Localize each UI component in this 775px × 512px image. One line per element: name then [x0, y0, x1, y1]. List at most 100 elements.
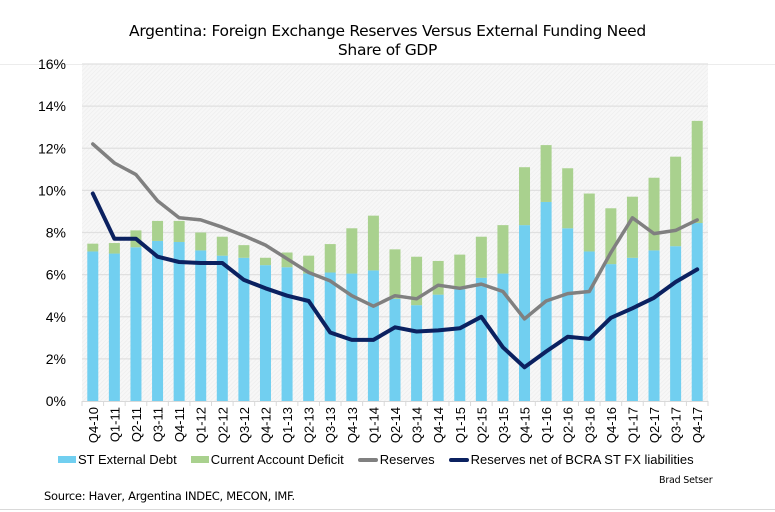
y-tick-label: 2% — [46, 351, 66, 367]
bar-current-account-deficit — [108, 243, 120, 254]
bar-st-external-debt — [670, 246, 682, 401]
legend-label: Reserves net of BCRA ST FX liabilities — [470, 452, 694, 467]
bar-current-account-deficit — [367, 215, 379, 271]
line-reserves — [91, 142, 699, 321]
chart-subtitle: Share of GDP — [337, 41, 438, 59]
y-tick-label: 4% — [46, 309, 66, 325]
bar-st-external-debt — [324, 272, 336, 401]
x-tick-label: Q3-15 — [496, 407, 511, 443]
x-tick-label: Q2-15 — [474, 407, 489, 443]
author-credit: Brad Setser — [659, 475, 713, 486]
x-tick-label: Q3-17 — [669, 407, 684, 443]
x-tick-label: Q2-12 — [215, 407, 230, 443]
x-tick-label: Q1-16 — [539, 407, 554, 443]
lines — [90, 142, 700, 370]
bar-st-external-debt — [216, 255, 228, 401]
bar-st-external-debt — [87, 251, 99, 401]
legend-label: ST External Debt — [78, 452, 177, 467]
bar-current-account-deficit — [432, 260, 444, 295]
legend-label: Reserves — [379, 452, 435, 467]
bar-st-external-debt — [152, 240, 164, 401]
x-tick-label: Q2-14 — [388, 407, 403, 443]
bar-st-external-debt — [475, 277, 487, 401]
bar-current-account-deficit — [562, 168, 574, 229]
legend: ST External Debt Current Account Deficit… — [58, 452, 708, 467]
bar-current-account-deficit — [152, 220, 164, 241]
bar-st-external-debt — [562, 228, 574, 401]
bar-current-account-deficit — [173, 220, 185, 242]
bar-current-account-deficit — [497, 225, 509, 274]
bar-st-external-debt — [454, 289, 466, 401]
bar-current-account-deficit — [475, 236, 487, 278]
x-tick-label: Q4-12 — [258, 407, 273, 443]
legend-item-reserves: Reserves — [357, 452, 435, 467]
bar-st-external-debt — [303, 273, 315, 401]
chart-title: Argentina: Foreign Exchange Reserves Ver… — [129, 22, 646, 40]
legend-swatch-st-external-debt — [58, 456, 76, 463]
bar-st-external-debt — [389, 298, 401, 401]
legend-item-st-external-debt: ST External Debt — [58, 452, 177, 467]
y-tick-label: 12% — [38, 140, 66, 156]
gridlines — [82, 63, 708, 360]
x-tick-label: Q4-15 — [518, 407, 533, 443]
x-tick-label: Q2-11 — [129, 407, 144, 442]
bar-st-external-debt — [691, 223, 703, 401]
bar-st-external-debt — [195, 250, 207, 401]
x-tick-label: Q4-16 — [604, 407, 619, 443]
bar-st-external-debt — [367, 270, 379, 401]
bar-current-account-deficit — [259, 257, 271, 266]
bar-current-account-deficit — [670, 156, 682, 247]
x-tick-label: Q4-14 — [431, 407, 446, 443]
bar-current-account-deficit — [238, 245, 250, 258]
legend-swatch-current-account-deficit — [190, 456, 209, 463]
bar-current-account-deficit — [87, 243, 99, 252]
x-tick-label: Q1-14 — [366, 407, 381, 443]
x-axis: Q4-10 Q1-11 Q2-11 Q3-11 Q4-11 Q1-12 Q2-12 Q3-12… — [81, 401, 709, 443]
chart-title-block: Argentina: Foreign Exchange Reserves Ver… — [0, 22, 775, 60]
bar-current-account-deficit — [691, 120, 703, 224]
x-tick-label: Q1-11 — [107, 407, 122, 442]
bar-st-external-debt — [281, 267, 293, 401]
legend-label: Current Account Deficit — [210, 452, 344, 467]
x-tick-label: Q4-17 — [690, 407, 705, 443]
y-tick-label: 16% — [38, 56, 66, 72]
line-reserves-net — [90, 191, 700, 370]
bar-st-external-debt — [583, 251, 595, 401]
bar-st-external-debt — [519, 225, 531, 401]
x-tick-label: Q3-14 — [410, 407, 425, 443]
bar-current-account-deficit — [303, 255, 315, 274]
bar-current-account-deficit — [411, 256, 423, 306]
bar-current-account-deficit — [346, 228, 358, 274]
source-note: Source: Haver, Argentina INDEC, MECON, I… — [44, 489, 295, 503]
bar-st-external-debt — [648, 250, 660, 401]
x-tick-label: Q2-17 — [647, 407, 662, 443]
y-tick-label: 14% — [38, 98, 66, 114]
bar-current-account-deficit — [389, 249, 401, 299]
x-tick-label: Q4-10 — [86, 407, 101, 443]
y-tick-label: 10% — [38, 182, 66, 198]
x-tick-label: Q4-13 — [345, 407, 360, 443]
x-tick-label: Q2-13 — [302, 407, 317, 443]
bar-st-external-debt — [259, 265, 271, 401]
legend-swatch-reserves — [357, 457, 378, 462]
y-tick-label: 8% — [46, 225, 66, 241]
chart-svg: 0% 2% 4% 6% 8% 10% 12% 14% 16% Q4-10 Q1-11 Q2-11 Q3… — [38, 56, 709, 443]
bar-st-external-debt — [411, 305, 423, 401]
bar-st-external-debt — [173, 241, 185, 401]
bar-current-account-deficit — [195, 232, 207, 251]
bar-current-account-deficit — [324, 244, 336, 273]
bar-st-external-debt — [497, 273, 509, 401]
legend-item-reserves-net: Reserves net of BCRA ST FX liabilities — [448, 452, 694, 467]
bar-current-account-deficit — [583, 193, 595, 252]
bar-st-external-debt — [238, 257, 250, 401]
x-tick-label: Q4-11 — [172, 407, 187, 442]
bar-st-external-debt — [432, 294, 444, 401]
bar-current-account-deficit — [626, 196, 638, 258]
x-tick-label: Q1-12 — [194, 407, 209, 443]
x-tick-label: Q3-12 — [237, 407, 252, 443]
x-tick-label: Q2-16 — [561, 407, 576, 443]
legend-item-current-account-deficit: Current Account Deficit — [190, 452, 344, 467]
bar-st-external-debt — [626, 257, 638, 401]
footer-rule — [0, 509, 775, 510]
bar-st-external-debt — [130, 247, 142, 401]
